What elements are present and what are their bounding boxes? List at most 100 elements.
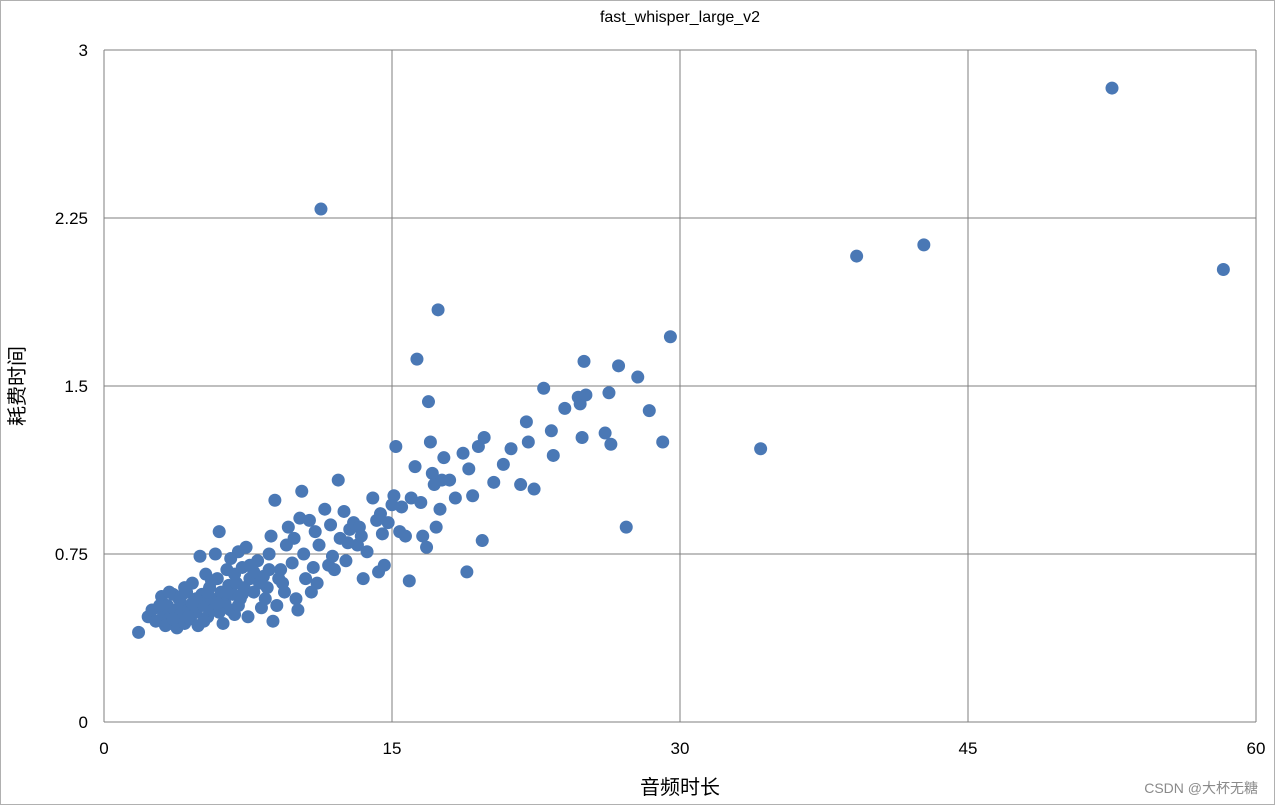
data-point (185, 596, 199, 610)
data-point (414, 495, 428, 509)
data-point (521, 435, 535, 449)
data-point (619, 520, 633, 534)
data-point (466, 489, 480, 503)
data-point (337, 504, 351, 518)
data-point (208, 547, 222, 561)
axes (103, 50, 1256, 723)
data-point (289, 592, 303, 606)
data-point (443, 473, 457, 487)
data-point (231, 599, 245, 613)
data-point (423, 435, 437, 449)
data-point (420, 540, 434, 554)
data-point (642, 404, 656, 418)
data-point (132, 625, 146, 639)
data-point (429, 520, 443, 534)
y-tick-label: 0.75 (55, 545, 88, 564)
data-point (519, 415, 533, 429)
data-point (433, 502, 447, 516)
x-tick-label: 60 (1247, 739, 1266, 758)
data-point (377, 558, 391, 572)
data-point (153, 599, 167, 613)
data-point (262, 547, 276, 561)
data-point (212, 525, 226, 539)
data-point (395, 500, 409, 514)
data-point (850, 249, 864, 263)
data-point (456, 446, 470, 460)
data-point (1105, 81, 1119, 95)
data-point (460, 565, 474, 579)
data-point (253, 576, 267, 590)
data-point (754, 442, 768, 456)
data-point (210, 596, 224, 610)
x-tick-label: 45 (959, 739, 978, 758)
data-point (314, 202, 328, 216)
data-point (389, 439, 403, 453)
data-point (598, 426, 612, 440)
data-point (1216, 263, 1230, 277)
data-point (201, 585, 215, 599)
data-point (220, 585, 234, 599)
data-point (264, 529, 278, 543)
y-axis-label: 耗费时间 (6, 346, 29, 426)
data-point (197, 614, 211, 628)
data-point (324, 518, 338, 532)
data-point (277, 585, 291, 599)
data-point (416, 529, 430, 543)
data-point (656, 435, 670, 449)
data-point (310, 576, 324, 590)
data-point (604, 437, 618, 451)
data-point (352, 520, 366, 534)
data-point (308, 525, 322, 539)
data-point (272, 572, 286, 586)
data-point (268, 493, 282, 507)
data-point (299, 572, 313, 586)
data-point (537, 381, 551, 395)
data-point (339, 554, 353, 568)
data-point (262, 563, 276, 577)
data-point (663, 330, 677, 344)
data-point (166, 612, 180, 626)
data-point (270, 599, 284, 613)
data-point (477, 431, 491, 445)
data-point (327, 563, 341, 577)
data-point (241, 610, 255, 624)
data-point (425, 466, 439, 480)
data-point (297, 547, 311, 561)
data-point (247, 565, 261, 579)
data-point (602, 386, 616, 400)
data-point (514, 478, 528, 492)
data-point (421, 395, 435, 409)
data-point (341, 536, 355, 550)
data-point (306, 560, 320, 574)
data-point (181, 610, 195, 624)
x-axis-label: 音频时长 (640, 776, 720, 799)
data-point (612, 359, 626, 373)
data-point (235, 587, 249, 601)
data-point (558, 401, 572, 415)
data-point (410, 352, 424, 366)
data-point (546, 448, 560, 462)
data-point (408, 460, 422, 474)
data-point (216, 616, 230, 630)
data-point (437, 451, 451, 465)
data-point (295, 484, 309, 498)
data-point (281, 520, 295, 534)
data-point (373, 507, 387, 521)
data-point (631, 370, 645, 384)
x-tick-label: 30 (671, 739, 690, 758)
data-point (544, 424, 558, 438)
data-point (325, 549, 339, 563)
data-point (387, 489, 401, 503)
data-points (132, 81, 1230, 639)
data-point (577, 354, 591, 368)
data-point (331, 473, 345, 487)
data-point (487, 475, 501, 489)
data-point (239, 540, 253, 554)
data-point (448, 491, 462, 505)
data-point (356, 572, 370, 586)
data-point (375, 527, 389, 541)
data-point (312, 538, 326, 552)
data-point (504, 442, 518, 456)
